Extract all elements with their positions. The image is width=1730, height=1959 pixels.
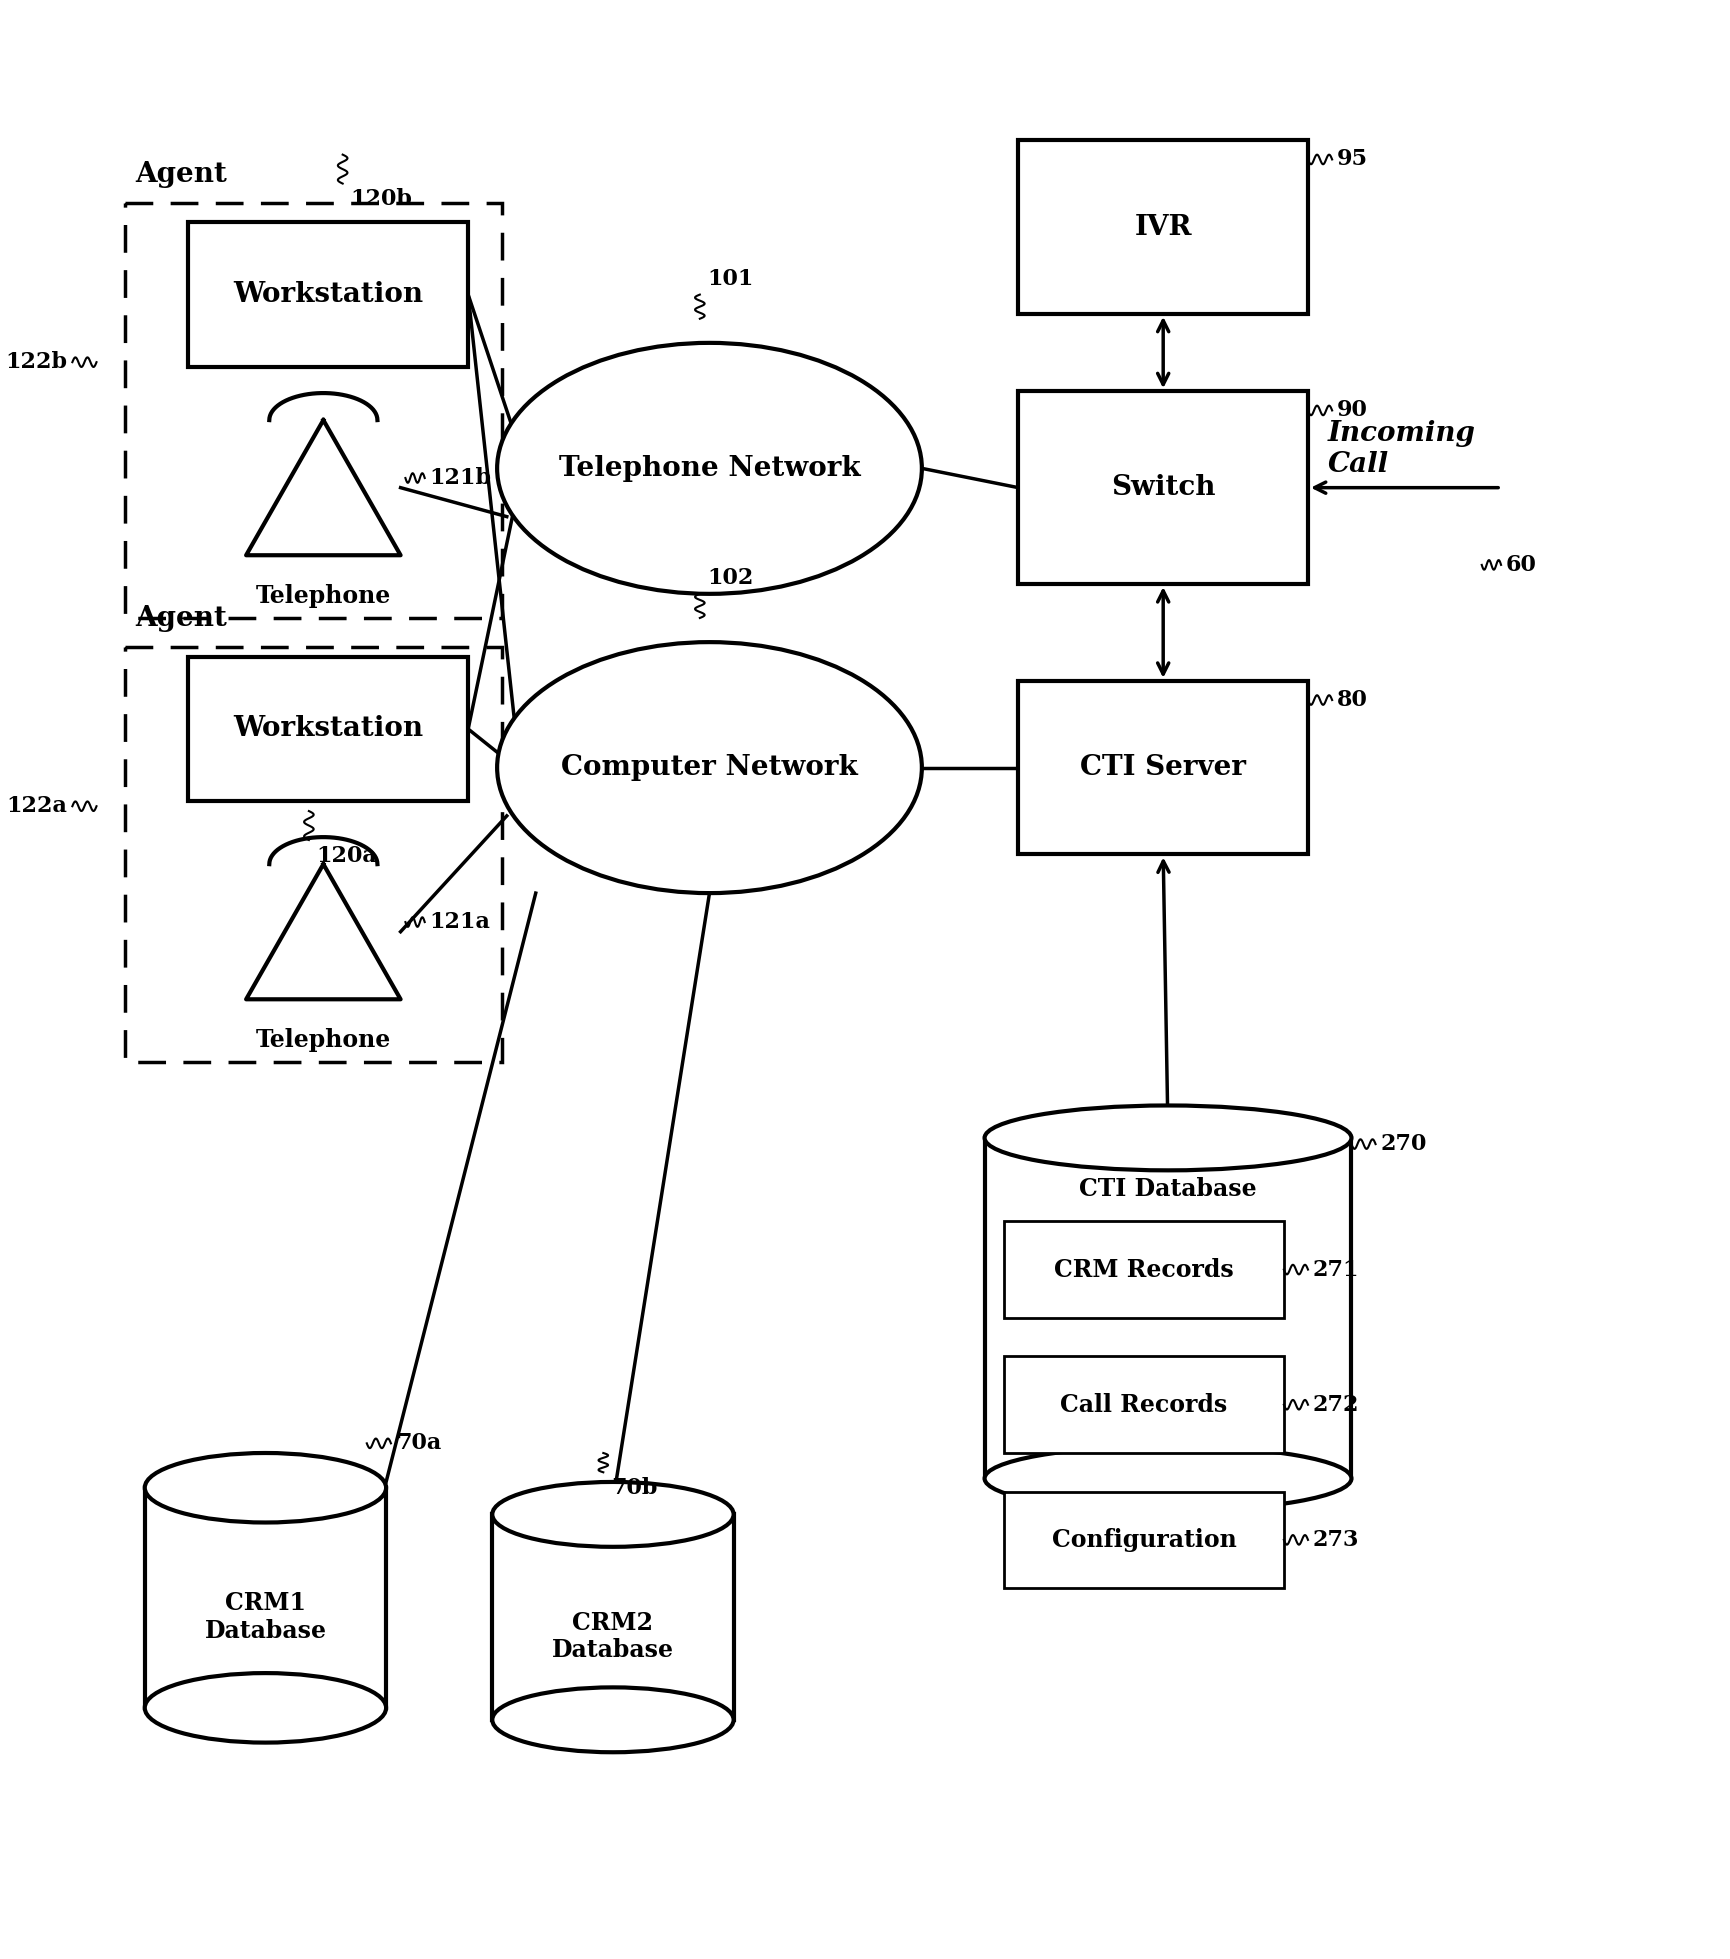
Text: 90: 90 <box>1336 400 1367 421</box>
Text: Workstation: Workstation <box>234 715 424 742</box>
Text: 122a: 122a <box>7 795 67 817</box>
Text: 273: 273 <box>1311 1528 1358 1552</box>
Text: 95: 95 <box>1336 149 1367 170</box>
Text: Computer Network: Computer Network <box>561 754 858 782</box>
Bar <box>491 1514 734 1720</box>
Bar <box>1017 392 1308 584</box>
Text: Agent: Agent <box>135 605 227 633</box>
Bar <box>189 221 467 366</box>
Bar <box>984 1138 1351 1479</box>
Text: Telephone: Telephone <box>256 1028 391 1052</box>
Ellipse shape <box>145 1454 386 1522</box>
Ellipse shape <box>491 1687 734 1751</box>
Text: Configuration: Configuration <box>1050 1528 1235 1552</box>
Text: IVR: IVR <box>1133 214 1192 241</box>
Text: 120a: 120a <box>317 844 377 866</box>
Text: 102: 102 <box>708 566 754 590</box>
Text: CTI Database: CTI Database <box>1078 1177 1256 1201</box>
Bar <box>125 204 502 617</box>
Ellipse shape <box>145 1673 386 1744</box>
Text: CRM Records: CRM Records <box>1054 1258 1233 1281</box>
Bar <box>1003 1356 1284 1454</box>
Text: 270: 270 <box>1379 1132 1426 1156</box>
Ellipse shape <box>497 643 922 893</box>
Text: Telephone: Telephone <box>256 584 391 607</box>
Text: 272: 272 <box>1311 1393 1358 1416</box>
Bar <box>1003 1220 1284 1318</box>
Bar <box>189 656 467 801</box>
Text: 121a: 121a <box>429 911 490 932</box>
Text: 70a: 70a <box>396 1432 441 1454</box>
Text: 120b: 120b <box>349 188 412 210</box>
Bar <box>1017 680 1308 854</box>
Text: 121b: 121b <box>429 466 491 490</box>
Bar <box>125 646 502 1062</box>
Text: CRM2
Database: CRM2 Database <box>552 1610 673 1663</box>
Ellipse shape <box>491 1481 734 1548</box>
Text: 80: 80 <box>1336 690 1367 711</box>
Bar <box>1003 1491 1284 1589</box>
Text: 70b: 70b <box>611 1477 657 1499</box>
Text: 122b: 122b <box>5 351 67 372</box>
Text: CTI Server: CTI Server <box>1080 754 1246 782</box>
Text: 271: 271 <box>1311 1258 1358 1281</box>
Ellipse shape <box>984 1446 1351 1510</box>
Ellipse shape <box>497 343 922 594</box>
Text: Agent: Agent <box>135 161 227 188</box>
Text: 101: 101 <box>708 268 754 290</box>
Text: Incoming
Call: Incoming Call <box>1327 419 1474 478</box>
Text: Switch: Switch <box>1111 474 1214 502</box>
Text: 60: 60 <box>1505 554 1536 576</box>
Text: CRM1
Database: CRM1 Database <box>204 1591 327 1644</box>
Text: Telephone Network: Telephone Network <box>559 454 860 482</box>
Ellipse shape <box>984 1105 1351 1170</box>
Text: Call Records: Call Records <box>1060 1393 1227 1416</box>
Bar <box>145 1487 386 1708</box>
Text: Workstation: Workstation <box>234 280 424 308</box>
Bar <box>1017 141 1308 313</box>
